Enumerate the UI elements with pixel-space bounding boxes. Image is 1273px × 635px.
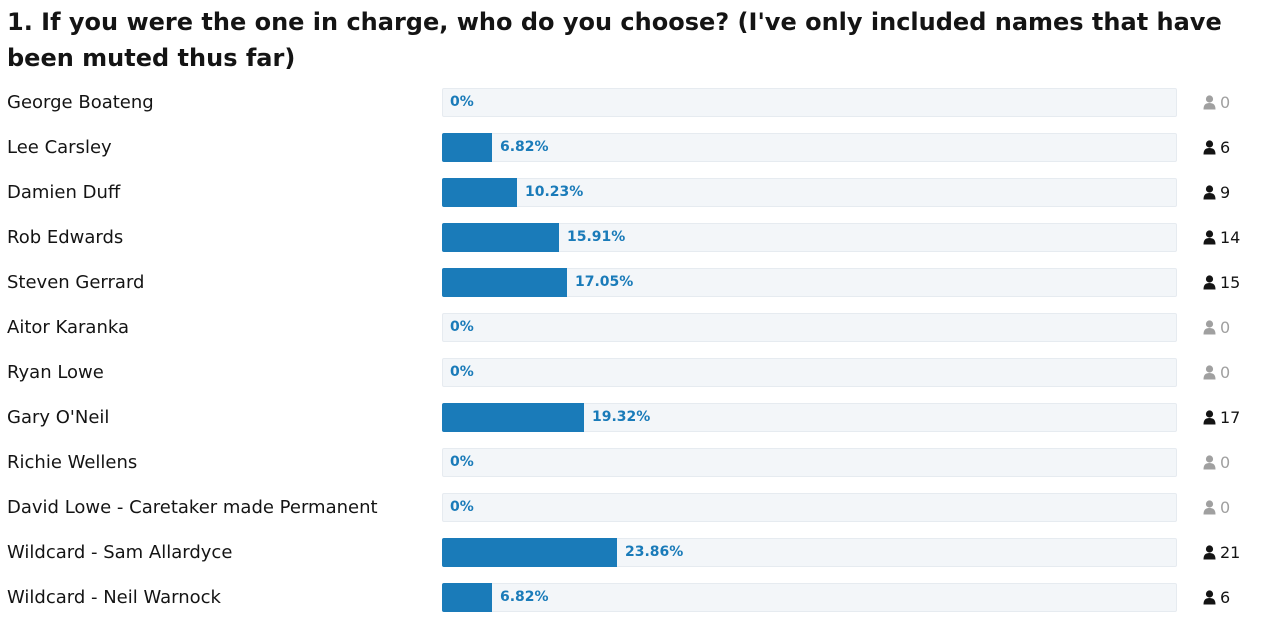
user-icon <box>1203 545 1216 560</box>
voter-count-link[interactable]: 17 <box>1203 403 1240 432</box>
choice-label: Gary O'Neil <box>7 407 110 428</box>
poll-choice-row: Rob Edwards 15.91% 14 <box>0 215 1273 260</box>
voter-count-link[interactable]: 9 <box>1203 178 1230 207</box>
result-percent: 10.23% <box>525 184 584 200</box>
voter-count: 0 <box>1220 93 1231 112</box>
result-bar: 0% <box>442 358 1177 387</box>
result-bar: 10.23% <box>442 178 1177 207</box>
choice-label: Rob Edwards <box>7 227 124 248</box>
result-bar-fill <box>442 133 492 162</box>
poll-choice-row: Richie Wellens 0% 0 <box>0 440 1273 485</box>
result-percent: 0% <box>450 94 474 110</box>
voter-count: 0 <box>1220 363 1231 382</box>
voter-count-link[interactable]: 0 <box>1203 313 1230 342</box>
choice-label: Wildcard - Sam Allardyce <box>7 542 233 563</box>
poll-choice-row: George Boateng 0% 0 <box>0 80 1273 125</box>
voter-count: 9 <box>1220 183 1231 202</box>
poll-choice-row: Steven Gerrard 17.05% 15 <box>0 260 1273 305</box>
user-icon <box>1203 365 1216 380</box>
result-percent: 15.91% <box>567 229 626 245</box>
user-icon <box>1203 320 1216 335</box>
poll-choice-row: Wildcard - Neil Warnock 6.82% 6 <box>0 575 1273 620</box>
result-bar: 6.82% <box>442 133 1177 162</box>
result-bar: 0% <box>442 88 1177 117</box>
voter-count-link[interactable]: 14 <box>1203 223 1240 252</box>
voter-count-link[interactable]: 21 <box>1203 538 1240 567</box>
choice-label: Richie Wellens <box>7 452 138 473</box>
voter-count: 17 <box>1220 408 1241 427</box>
voter-count: 0 <box>1220 318 1231 337</box>
voter-count-link[interactable]: 0 <box>1203 358 1230 387</box>
result-bar-fill <box>442 403 584 432</box>
result-bar: 23.86% <box>442 538 1177 567</box>
poll-choices: George Boateng 0% 0 Lee Carsley 6.82% 6 … <box>0 80 1273 620</box>
voter-count-link[interactable]: 0 <box>1203 88 1230 117</box>
poll-question: 1. If you were the one in charge, who do… <box>7 8 1222 72</box>
result-percent: 0% <box>450 319 474 335</box>
voter-count-link[interactable]: 0 <box>1203 493 1230 522</box>
result-percent: 6.82% <box>500 139 549 155</box>
result-bar-fill <box>442 178 517 207</box>
voter-count-link[interactable]: 0 <box>1203 448 1230 477</box>
poll-choice-row: Lee Carsley 6.82% 6 <box>0 125 1273 170</box>
result-percent: 19.32% <box>592 409 651 425</box>
choice-label: Lee Carsley <box>7 137 112 158</box>
poll-choice-row: Wildcard - Sam Allardyce 23.86% 21 <box>0 530 1273 575</box>
choice-label: Steven Gerrard <box>7 272 145 293</box>
choice-label: George Boateng <box>7 92 154 113</box>
choice-label: Ryan Lowe <box>7 362 104 383</box>
voter-count: 21 <box>1220 543 1241 562</box>
result-bar-fill <box>442 268 567 297</box>
voter-count: 6 <box>1220 588 1231 607</box>
voter-count-link[interactable]: 15 <box>1203 268 1240 297</box>
voter-count: 14 <box>1220 228 1241 247</box>
voter-count: 0 <box>1220 498 1231 517</box>
result-bar-fill <box>442 538 617 567</box>
result-bar: 6.82% <box>442 583 1177 612</box>
user-icon <box>1203 590 1216 605</box>
user-icon <box>1203 140 1216 155</box>
result-bar: 19.32% <box>442 403 1177 432</box>
result-percent: 6.82% <box>500 589 549 605</box>
poll-choice-row: Ryan Lowe 0% 0 <box>0 350 1273 395</box>
poll-choice-row: Damien Duff 10.23% 9 <box>0 170 1273 215</box>
user-icon <box>1203 500 1216 515</box>
poll-choice-row: Gary O'Neil 19.32% 17 <box>0 395 1273 440</box>
voter-count: 0 <box>1220 453 1231 472</box>
user-icon <box>1203 185 1216 200</box>
voter-count-link[interactable]: 6 <box>1203 583 1230 612</box>
result-bar-fill <box>442 223 559 252</box>
result-bar: 17.05% <box>442 268 1177 297</box>
result-percent: 17.05% <box>575 274 634 290</box>
result-percent: 23.86% <box>625 544 684 560</box>
result-bar: 0% <box>442 493 1177 522</box>
choice-label: Aitor Karanka <box>7 317 130 338</box>
user-icon <box>1203 95 1216 110</box>
choice-label: David Lowe - Caretaker made Permanent <box>7 497 378 518</box>
result-bar-fill <box>442 583 492 612</box>
poll-choice-row: Aitor Karanka 0% 0 <box>0 305 1273 350</box>
result-bar: 0% <box>442 448 1177 477</box>
voter-count: 6 <box>1220 138 1231 157</box>
result-bar: 0% <box>442 313 1177 342</box>
poll-choice-row: David Lowe - Caretaker made Permanent 0%… <box>0 485 1273 530</box>
result-bar: 15.91% <box>442 223 1177 252</box>
user-icon <box>1203 410 1216 425</box>
result-percent: 0% <box>450 454 474 470</box>
result-percent: 0% <box>450 499 474 515</box>
voter-count: 15 <box>1220 273 1241 292</box>
result-percent: 0% <box>450 364 474 380</box>
voter-count-link[interactable]: 6 <box>1203 133 1230 162</box>
choice-label: Damien Duff <box>7 182 121 203</box>
user-icon <box>1203 455 1216 470</box>
user-icon <box>1203 275 1216 290</box>
user-icon <box>1203 230 1216 245</box>
choice-label: Wildcard - Neil Warnock <box>7 587 221 608</box>
